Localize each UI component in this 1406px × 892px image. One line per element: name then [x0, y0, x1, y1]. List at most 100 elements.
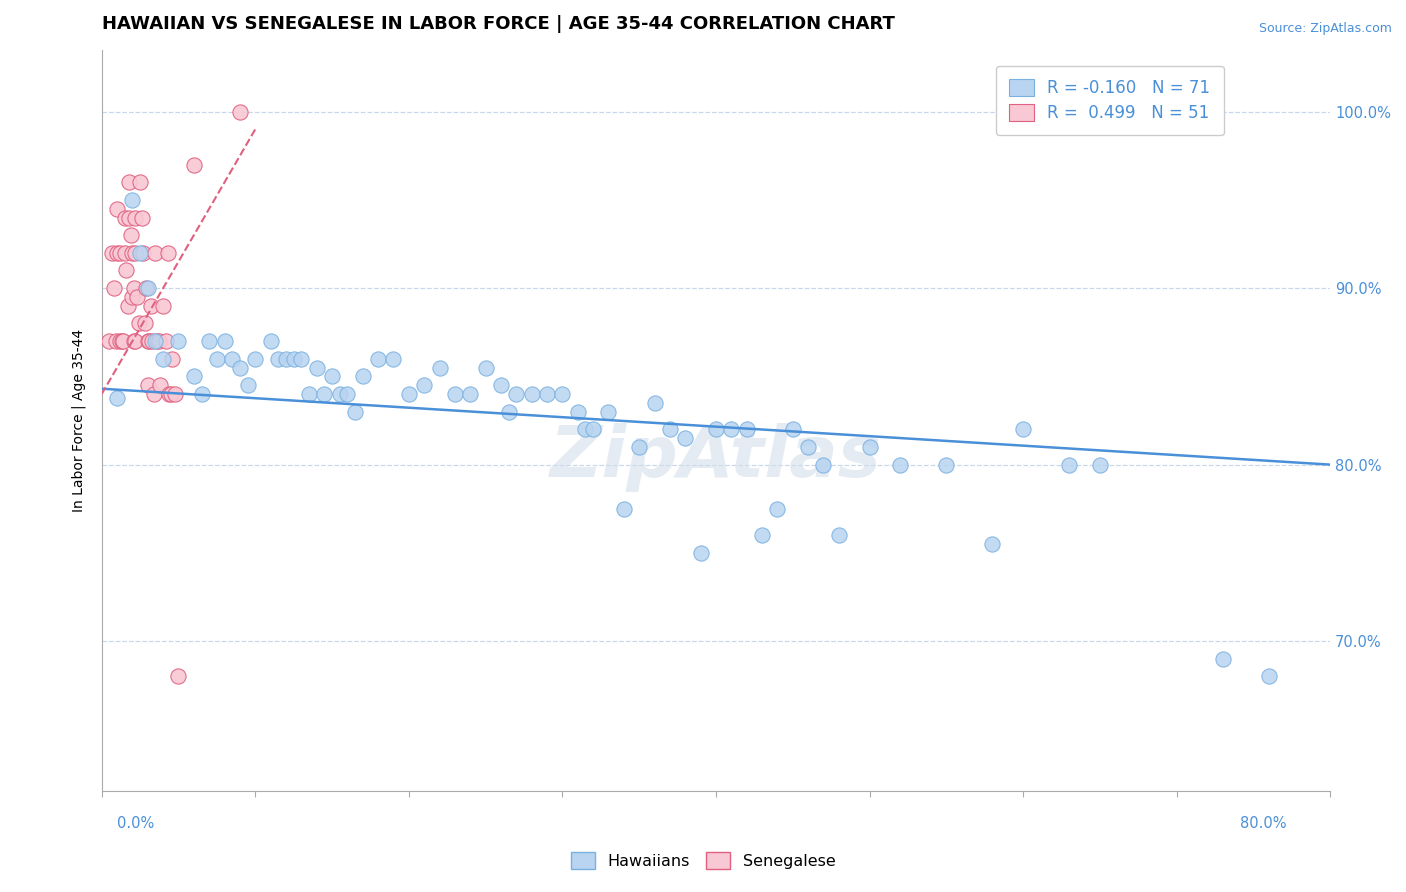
- Point: [167, 669, 190, 683]
- Point: [458, 387, 481, 401]
- Point: [229, 104, 252, 119]
- Point: [498, 405, 520, 419]
- Point: [129, 175, 152, 189]
- Point: [136, 281, 159, 295]
- Point: [117, 299, 139, 313]
- Point: [828, 528, 851, 542]
- Point: [118, 175, 141, 189]
- Point: [136, 378, 159, 392]
- Point: [145, 245, 167, 260]
- Point: [1257, 669, 1279, 683]
- Point: [142, 387, 165, 401]
- Point: [1057, 458, 1080, 472]
- Point: [135, 281, 157, 295]
- Text: 0.0%: 0.0%: [117, 816, 153, 831]
- Point: [131, 211, 153, 225]
- Point: [935, 458, 957, 472]
- Point: [134, 317, 156, 331]
- Point: [582, 422, 605, 436]
- Point: [165, 387, 187, 401]
- Point: [122, 281, 145, 295]
- Point: [138, 334, 160, 348]
- Point: [283, 351, 305, 366]
- Point: [489, 378, 512, 392]
- Point: [122, 334, 145, 348]
- Point: [298, 387, 321, 401]
- Point: [112, 334, 135, 348]
- Point: [156, 245, 179, 260]
- Point: [766, 501, 789, 516]
- Point: [136, 334, 159, 348]
- Point: [115, 263, 138, 277]
- Point: [167, 334, 190, 348]
- Point: [190, 387, 212, 401]
- Point: [321, 369, 343, 384]
- Point: [551, 387, 574, 401]
- Point: [305, 360, 328, 375]
- Point: [236, 378, 259, 392]
- Point: [124, 211, 146, 225]
- Point: [221, 351, 243, 366]
- Point: [124, 245, 146, 260]
- Point: [367, 351, 389, 366]
- Point: [735, 422, 758, 436]
- Point: [1212, 652, 1234, 666]
- Point: [382, 351, 405, 366]
- Point: [108, 334, 131, 348]
- Point: [128, 317, 150, 331]
- Point: [145, 334, 167, 348]
- Point: [183, 157, 205, 171]
- Point: [352, 369, 374, 384]
- Point: [108, 245, 131, 260]
- Point: [105, 245, 128, 260]
- Y-axis label: In Labor Force | Age 35-44: In Labor Force | Age 35-44: [72, 329, 86, 512]
- Legend: Hawaiians, Senegalese: Hawaiians, Senegalese: [564, 846, 842, 875]
- Point: [520, 387, 543, 401]
- Point: [98, 334, 121, 348]
- Point: [329, 387, 352, 401]
- Point: [344, 405, 367, 419]
- Point: [229, 360, 252, 375]
- Point: [658, 422, 681, 436]
- Point: [704, 422, 727, 436]
- Point: [567, 405, 589, 419]
- Point: [398, 387, 420, 401]
- Point: [1088, 458, 1111, 472]
- Point: [155, 334, 177, 348]
- Point: [505, 387, 527, 401]
- Point: [314, 387, 336, 401]
- Point: [141, 334, 163, 348]
- Point: [536, 387, 558, 401]
- Point: [689, 546, 711, 560]
- Point: [152, 299, 174, 313]
- Point: [214, 334, 236, 348]
- Point: [574, 422, 596, 436]
- Point: [644, 396, 666, 410]
- Point: [104, 334, 127, 348]
- Point: [124, 334, 146, 348]
- Point: [198, 334, 221, 348]
- Point: [148, 334, 170, 348]
- Point: [118, 211, 141, 225]
- Point: [474, 360, 496, 375]
- Legend: R = -0.160   N = 71, R =  0.499   N = 51: R = -0.160 N = 71, R = 0.499 N = 51: [995, 66, 1223, 136]
- Point: [751, 528, 773, 542]
- Point: [183, 369, 205, 384]
- Point: [146, 334, 169, 348]
- Point: [129, 245, 152, 260]
- Point: [121, 193, 143, 207]
- Point: [114, 211, 136, 225]
- Point: [782, 422, 804, 436]
- Point: [120, 228, 142, 243]
- Point: [259, 334, 281, 348]
- Point: [1012, 422, 1035, 436]
- Point: [598, 405, 620, 419]
- Point: [290, 351, 312, 366]
- Point: [613, 501, 636, 516]
- Text: Source: ZipAtlas.com: Source: ZipAtlas.com: [1258, 22, 1392, 36]
- Point: [797, 440, 820, 454]
- Point: [152, 351, 174, 366]
- Point: [149, 378, 172, 392]
- Point: [981, 537, 1004, 551]
- Point: [105, 202, 128, 216]
